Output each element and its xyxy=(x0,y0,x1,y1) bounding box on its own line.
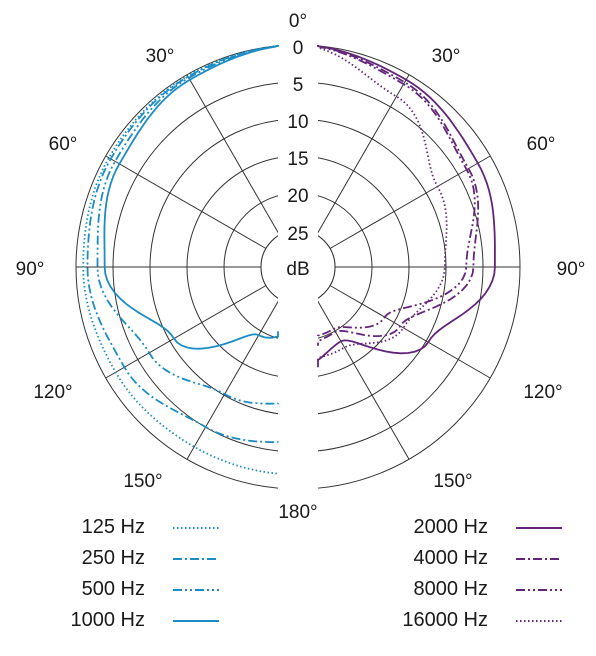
angle-label-30-left: 30° xyxy=(146,46,175,67)
legend-swatch-8000hz xyxy=(516,588,562,591)
angle-label-150-left: 150° xyxy=(123,471,162,492)
legend-label: 500 Hz xyxy=(81,578,145,600)
legend-item-4000hz: 4000 Hz xyxy=(330,543,562,574)
radial-label-10: 10 xyxy=(287,112,308,133)
legend-item-250hz: 250 Hz xyxy=(0,543,219,574)
series-curve-2000hz xyxy=(317,44,496,368)
legend-label: 125 Hz xyxy=(81,516,145,538)
legend-high-frequencies: 2000 Hz 4000 Hz 8000 Hz 16000 Hz xyxy=(330,512,562,636)
angle-label-60-left: 60° xyxy=(49,134,78,155)
legend-low-frequencies: 125 Hz 250 Hz 500 Hz 1000 Hz xyxy=(0,512,219,636)
legend-item-125hz: 125 Hz xyxy=(0,512,219,543)
radial-label-25: 25 xyxy=(287,224,308,245)
series-curve-125hz xyxy=(82,44,279,476)
legend-swatch-250hz xyxy=(173,557,219,560)
radial-unit-label: dB xyxy=(286,259,309,280)
legend-label: 4000 Hz xyxy=(413,547,489,569)
legend-swatch-16000hz xyxy=(516,619,562,622)
angle-label-120-right: 120° xyxy=(523,382,562,403)
legend-label: 1000 Hz xyxy=(70,609,146,631)
angle-label-0: 0° xyxy=(289,11,307,32)
radial-label-0: 0 xyxy=(293,38,304,59)
angle-label-60-right: 60° xyxy=(527,134,556,155)
legend-label: 2000 Hz xyxy=(413,516,489,538)
angle-label-150-right: 150° xyxy=(433,471,472,492)
legend-item-8000hz: 8000 Hz xyxy=(330,574,562,605)
series-curve-1000hz xyxy=(103,44,279,350)
angle-label-90-left: 90° xyxy=(16,259,45,280)
legend-item-16000hz: 16000 Hz xyxy=(330,605,562,636)
grid-spoke xyxy=(186,74,280,236)
grid-spoke xyxy=(105,155,267,249)
legend-swatch-1000hz xyxy=(173,619,219,622)
legend-swatch-500hz xyxy=(173,588,219,591)
radial-label-15: 15 xyxy=(287,149,308,170)
grid-spoke xyxy=(316,298,410,460)
legend-label: 16000 Hz xyxy=(402,609,488,631)
series-curve-500hz xyxy=(96,44,279,405)
angle-label-30-right: 30° xyxy=(432,46,461,67)
polar-curves xyxy=(82,44,496,476)
legend-item-1000hz: 1000 Hz xyxy=(0,605,219,636)
legend-label: 250 Hz xyxy=(81,547,145,569)
legend-item-500hz: 500 Hz xyxy=(0,574,219,605)
legend-swatch-4000hz xyxy=(516,557,562,560)
grid-spoke xyxy=(329,155,491,249)
legend-item-2000hz: 2000 Hz xyxy=(330,512,562,543)
radial-label-20: 20 xyxy=(287,186,308,207)
grid-spoke xyxy=(186,298,280,460)
series-curve-250hz xyxy=(86,44,279,444)
inner-gap xyxy=(278,229,318,305)
radial-label-5: 5 xyxy=(293,75,304,96)
polar-labels: 0° 30° 30° 60° 60° 90° 90° 120° 120° 150… xyxy=(16,11,586,523)
series-curve-8000hz xyxy=(317,45,476,339)
series-curve-4000hz xyxy=(317,45,480,346)
angle-label-120-left: 120° xyxy=(33,382,72,403)
grid-spoke xyxy=(329,285,491,379)
legend-swatch-2000hz xyxy=(516,526,562,529)
angle-label-90-right: 90° xyxy=(557,259,586,280)
angle-label-180: 180° xyxy=(278,502,317,523)
polar-grid xyxy=(75,43,521,491)
legend-swatch-125hz xyxy=(173,526,219,529)
series-curve-16000hz xyxy=(317,45,448,360)
grid-spoke xyxy=(105,285,267,379)
legend-label: 8000 Hz xyxy=(413,578,489,600)
grid-spoke xyxy=(316,74,410,236)
